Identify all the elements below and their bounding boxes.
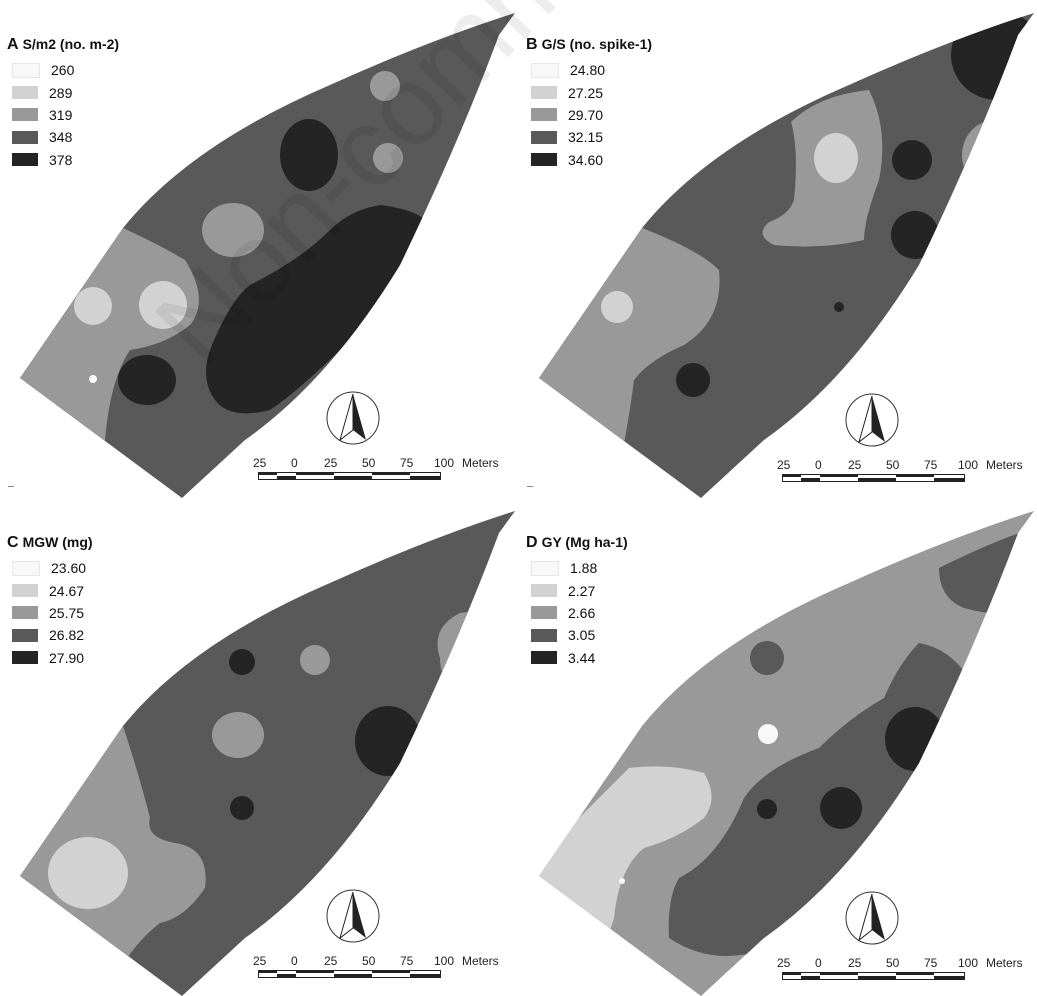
legend-item: 2.66 xyxy=(531,602,597,624)
legend-item: 26.82 xyxy=(12,624,86,646)
legend: 24.80 27.25 29.70 32.15 34.60 xyxy=(531,59,605,171)
legend-item: 25.75 xyxy=(12,602,86,624)
legend-item: 27.90 xyxy=(12,647,86,669)
panel-title: D GY (Mg ha-1) xyxy=(526,534,628,551)
map-a xyxy=(20,13,515,498)
north-arrow-icon xyxy=(845,891,899,945)
map-c xyxy=(20,511,515,996)
legend: 260 289 319 348 378 xyxy=(12,59,74,171)
north-arrow-icon xyxy=(845,393,899,447)
north-arrow-icon xyxy=(326,391,380,445)
legend-item: 289 xyxy=(12,81,74,103)
legend-item: 2.27 xyxy=(531,579,597,601)
legend-item: 348 xyxy=(12,126,74,148)
legend-item: 319 xyxy=(12,104,74,126)
scale-bar: 25 0 25 50 75 100 Meters xyxy=(777,458,1023,483)
north-arrow-icon xyxy=(326,889,380,943)
scale-bar: 25 0 25 50 75 100 Meters xyxy=(253,456,499,481)
panel-d: D GY (Mg ha-1) 1.88 2.27 2.66 3.05 3.44 2… xyxy=(519,498,1037,996)
scale-bar: 25 0 25 50 75 100 Meters xyxy=(253,954,499,979)
scale-bar: 25 0 25 50 75 100 Meters xyxy=(777,956,1023,981)
panel-title: A S/m2 (no. m-2) xyxy=(7,36,120,53)
legend-item: 1.88 xyxy=(531,557,597,579)
panel-b: B G/S (no. spike-1) 24.80 27.25 29.70 32.… xyxy=(519,0,1037,498)
legend-item: 378 xyxy=(12,149,74,171)
legend-item: 3.44 xyxy=(531,647,597,669)
panel-title: C MGW (mg) xyxy=(7,534,93,551)
legend: 1.88 2.27 2.66 3.05 3.44 xyxy=(531,557,597,669)
panel-a: A S/m2 (no. m-2) 260 289 319 348 378 25 0… xyxy=(0,0,518,498)
legend-item: 29.70 xyxy=(531,104,605,126)
panel-c: C MGW (mg) 23.60 24.67 25.75 26.82 27.90 … xyxy=(0,498,518,996)
legend-item: 32.15 xyxy=(531,126,605,148)
panel-title: B G/S (no. spike-1) xyxy=(526,36,653,53)
legend: 23.60 24.67 25.75 26.82 27.90 xyxy=(12,557,86,669)
legend-item: 24.67 xyxy=(12,579,86,601)
legend-item: 27.25 xyxy=(531,81,605,103)
map-b xyxy=(539,13,1034,498)
legend-item: 3.05 xyxy=(531,624,597,646)
legend-item: 260 xyxy=(12,59,74,81)
legend-item: 34.60 xyxy=(531,149,605,171)
map-d xyxy=(539,511,1034,996)
legend-item: 23.60 xyxy=(12,557,86,579)
legend-item: 24.80 xyxy=(531,59,605,81)
